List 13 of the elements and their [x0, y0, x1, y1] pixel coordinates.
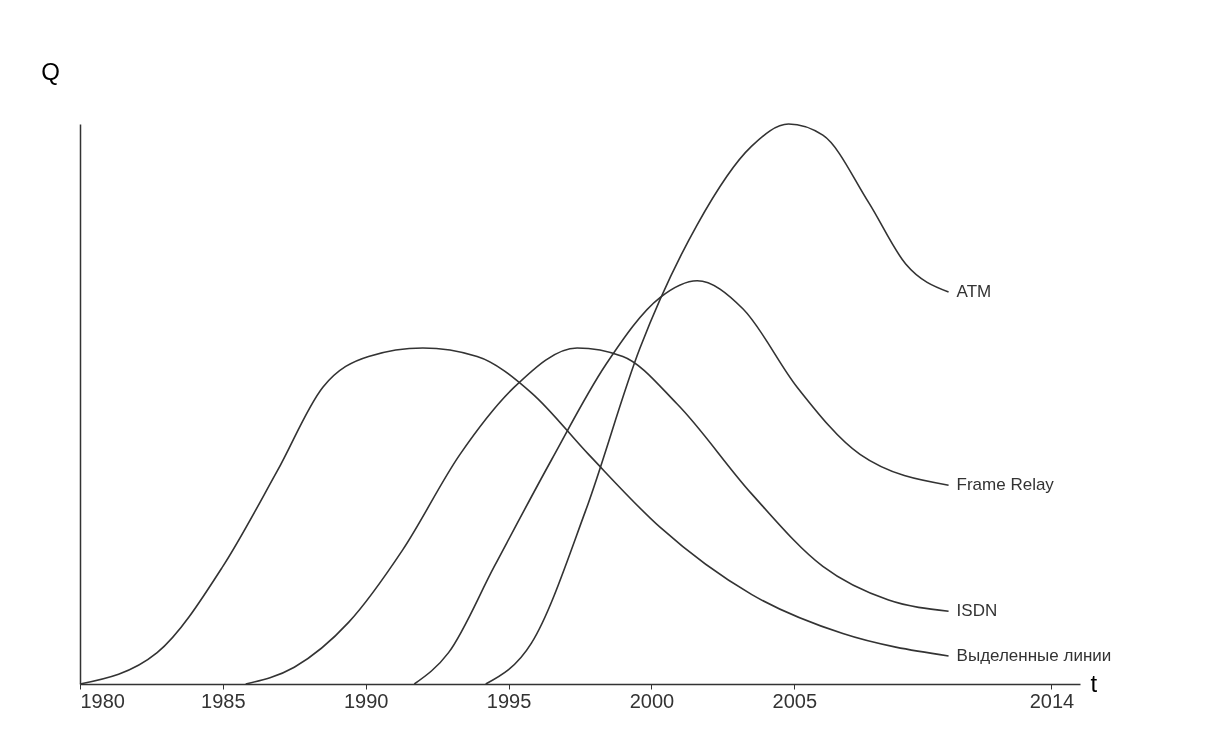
series-label: Выделенные линии [956, 646, 1112, 665]
series-label: Frame Relay [956, 475, 1055, 495]
series-label: ISDN [956, 601, 998, 621]
series-label: ATM [956, 282, 992, 301]
x-tick-label: 2014 [1029, 689, 1075, 712]
x-axis-title: t [1090, 669, 1098, 697]
y-axis-title: Q [41, 57, 60, 85]
x-tick-label: 1985 [201, 689, 246, 712]
x-tick-label: 2005 [772, 689, 818, 712]
x-tick-label: 1980 [80, 689, 125, 712]
x-tick-label: 2000 [629, 689, 675, 712]
x-tick-label: 1995 [486, 689, 532, 712]
x-tick-label: 1990 [343, 689, 389, 712]
